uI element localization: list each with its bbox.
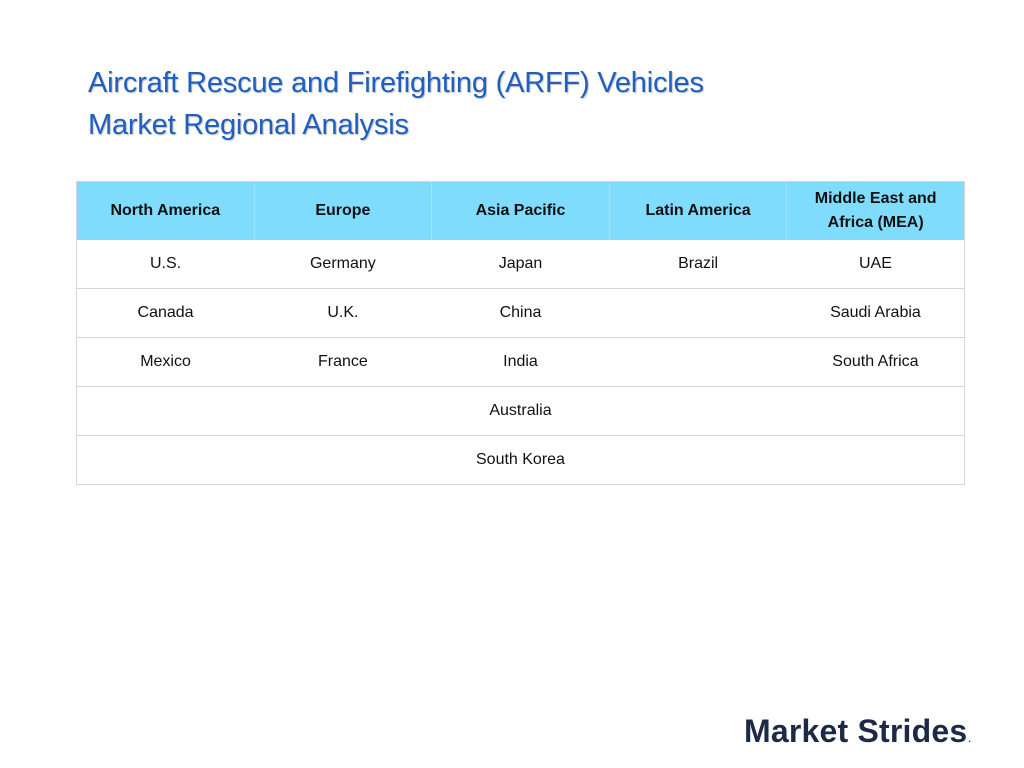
logo-mark: . <box>968 734 972 744</box>
table-cell: France <box>254 337 432 387</box>
table-cell <box>254 386 432 436</box>
table-row: Canada U.K. China Saudi Arabia <box>76 288 965 338</box>
table-cell <box>609 435 787 485</box>
regional-analysis-table: North America Europe Asia Pacific Latin … <box>76 181 965 485</box>
market-strides-logo: Market Strides. <box>744 713 971 750</box>
table-cell: U.S. <box>76 240 255 289</box>
table-cell <box>76 386 255 436</box>
table-cell: Saudi Arabia <box>786 288 965 338</box>
logo-text: Market Strides <box>744 713 968 749</box>
table-row: U.S. Germany Japan Brazil UAE <box>76 240 965 289</box>
table-cell <box>76 435 255 485</box>
table-header-row: North America Europe Asia Pacific Latin … <box>76 181 965 240</box>
column-header: North America <box>76 181 255 240</box>
table-cell: South Africa <box>786 337 965 387</box>
page-title-line-1: Aircraft Rescue and Firefighting (ARFF) … <box>88 67 704 99</box>
table-row: Australia <box>76 386 965 436</box>
table-cell <box>609 337 787 387</box>
table-cell: South Korea <box>431 435 610 485</box>
table-cell: Japan <box>431 240 610 289</box>
column-header: Europe <box>254 181 433 240</box>
page-title-line-2: Market Regional Analysis <box>88 109 409 141</box>
table-cell: China <box>431 288 610 338</box>
table-cell: Australia <box>431 386 610 436</box>
table-cell <box>609 288 787 338</box>
table-cell <box>254 435 432 485</box>
table-cell: India <box>431 337 610 387</box>
table-cell <box>786 386 965 436</box>
table-cell <box>609 386 787 436</box>
column-header: Asia Pacific <box>431 181 610 240</box>
table-cell: U.K. <box>254 288 432 338</box>
page-title: Aircraft Rescue and Firefighting (ARFF) … <box>88 62 704 146</box>
column-header: Latin America <box>609 181 788 240</box>
table-row: South Korea <box>76 435 965 485</box>
table-cell: Germany <box>254 240 432 289</box>
table-cell <box>786 435 965 485</box>
column-header: Middle East and Africa (MEA) <box>786 181 965 240</box>
table-cell: UAE <box>786 240 965 289</box>
table-row: Mexico France India South Africa <box>76 337 965 387</box>
table-cell: Brazil <box>609 240 787 289</box>
table-cell: Canada <box>76 288 255 338</box>
table-cell: Mexico <box>76 337 255 387</box>
